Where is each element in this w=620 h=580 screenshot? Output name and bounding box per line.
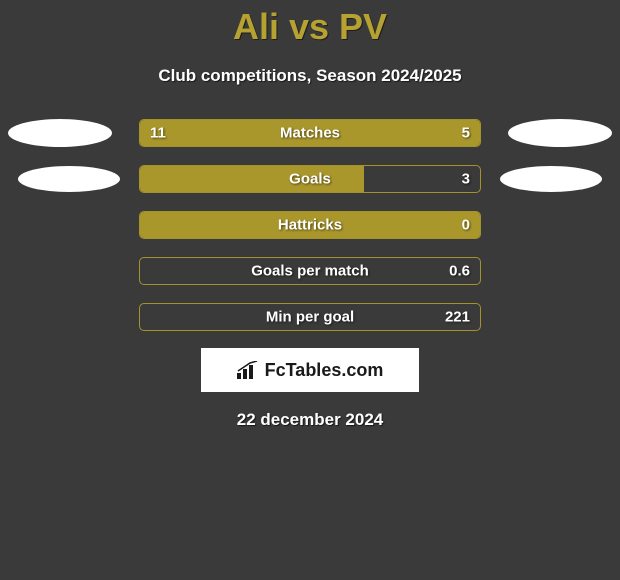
stat-value-right: 3 — [462, 171, 470, 188]
stat-value-right: 221 — [445, 309, 470, 326]
player-left-avatar — [18, 166, 120, 192]
date-text: 22 december 2024 — [0, 410, 620, 430]
player-right-avatar — [508, 119, 612, 147]
stat-label: Goals per match — [140, 263, 480, 280]
bar-track: Hattricks 0 — [139, 211, 481, 239]
stat-row-goals: Goals 3 — [0, 164, 620, 194]
player-right-avatar — [500, 166, 602, 192]
bar-track: 11 Matches 5 — [139, 119, 481, 147]
source-logo[interactable]: FcTables.com — [201, 348, 419, 392]
bar-fill-left — [140, 212, 480, 238]
bar-track: Goals 3 — [139, 165, 481, 193]
stat-row-min-per-goal: Min per goal 221 — [0, 302, 620, 332]
player-left-avatar — [8, 119, 112, 147]
stat-value-right: 0.6 — [449, 263, 470, 280]
bar-track: Goals per match 0.6 — [139, 257, 481, 285]
source-logo-text: FcTables.com — [265, 360, 384, 381]
bar-fill-left — [140, 166, 364, 192]
bar-track: Min per goal 221 — [139, 303, 481, 331]
page-title: Ali vs PV — [0, 0, 620, 48]
bar-fill-left — [140, 120, 364, 146]
stat-label: Min per goal — [140, 309, 480, 326]
stat-row-hattricks: Hattricks 0 — [0, 210, 620, 240]
stat-row-goals-per-match: Goals per match 0.6 — [0, 256, 620, 286]
subtitle: Club competitions, Season 2024/2025 — [0, 66, 620, 86]
bar-fill-right — [364, 120, 480, 146]
comparison-chart: 11 Matches 5 Goals 3 Hattricks 0 — [0, 118, 620, 332]
chart-icon — [237, 361, 259, 379]
stat-row-matches: 11 Matches 5 — [0, 118, 620, 148]
